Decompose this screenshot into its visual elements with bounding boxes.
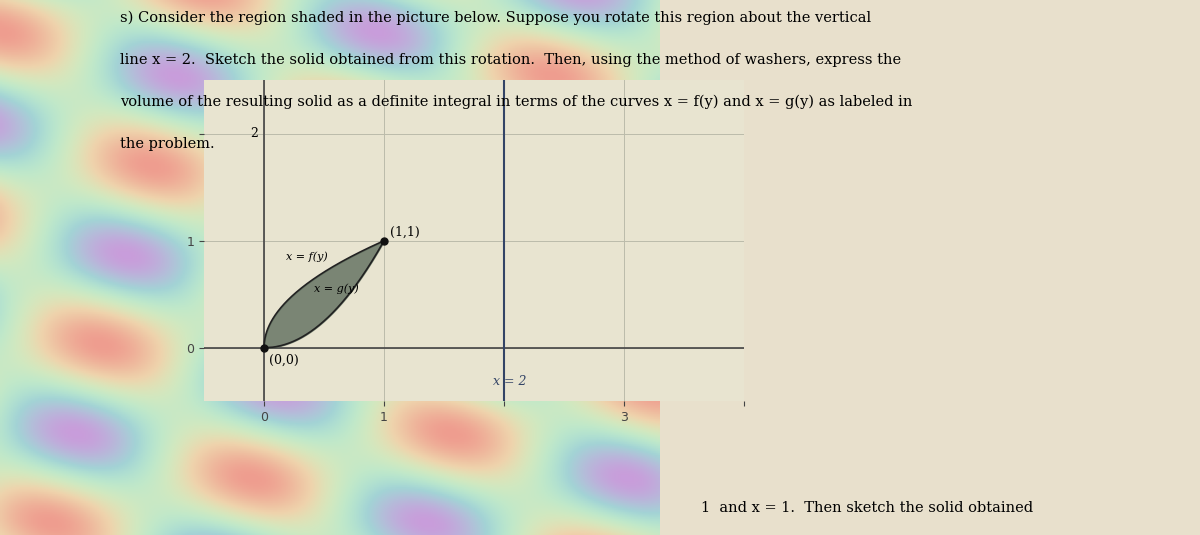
Text: volume of the resulting solid as a definite integral in terms of the curves x = : volume of the resulting solid as a defin… [120,95,912,109]
Text: s) Consider the region shaded in the picture below. Suppose you rotate this regi: s) Consider the region shaded in the pic… [120,11,871,25]
Text: x = 2: x = 2 [493,375,527,388]
Text: (0,0): (0,0) [269,354,299,367]
Text: the problem.: the problem. [120,136,215,150]
Text: 2: 2 [251,127,258,140]
Text: 1  and x = 1.  Then sketch the solid obtained: 1 and x = 1. Then sketch the solid obtai… [701,501,1033,515]
Text: x = g(y): x = g(y) [314,284,359,294]
Text: x = f(y): x = f(y) [286,251,328,262]
Text: (1,1): (1,1) [390,225,420,239]
Text: line x = 2.  Sketch the solid obtained from this rotation.  Then, using the meth: line x = 2. Sketch the solid obtained fr… [120,52,901,67]
